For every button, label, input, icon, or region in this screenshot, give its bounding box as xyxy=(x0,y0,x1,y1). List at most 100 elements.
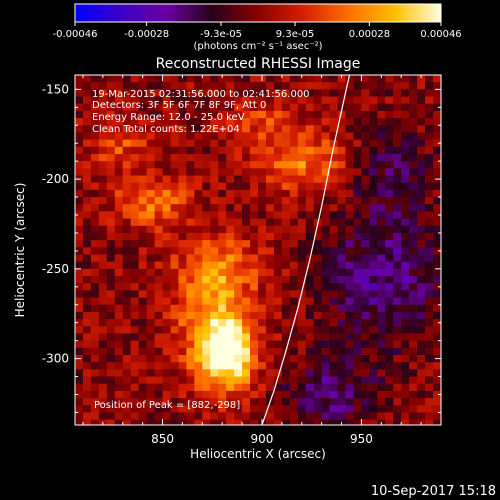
heatmap-cell xyxy=(321,304,331,313)
heatmap-cell xyxy=(265,175,275,184)
heatmap-cell xyxy=(194,254,203,263)
heatmap-cell xyxy=(75,110,84,119)
heatmap-cell xyxy=(75,197,84,205)
heatmap-cell xyxy=(401,146,410,155)
heatmap-cell xyxy=(242,247,251,256)
heatmap-cell xyxy=(154,254,164,263)
heatmap-cell xyxy=(154,240,164,248)
heatmap-cell xyxy=(273,110,283,119)
heatmap-cell xyxy=(385,333,394,342)
heatmap-cell xyxy=(114,182,124,191)
heatmap-cell xyxy=(170,390,180,399)
heatmap-cell xyxy=(106,340,116,349)
heatmap-cell xyxy=(273,319,283,327)
heatmap-cell xyxy=(170,125,180,134)
heatmap-cell xyxy=(305,390,315,399)
heatmap-cell xyxy=(170,197,180,205)
heatmap-cell xyxy=(385,182,394,191)
heatmap-cell xyxy=(305,398,315,406)
heatmap-cell xyxy=(361,89,370,98)
heatmap-cell xyxy=(361,319,370,327)
heatmap-cell xyxy=(130,261,140,270)
heatmap-cell xyxy=(273,326,283,335)
heatmap-cell xyxy=(433,189,441,198)
heatmap-cell xyxy=(297,376,307,385)
heatmap-cell xyxy=(75,419,84,425)
heatmap-cell xyxy=(170,362,180,370)
heatmap-cell xyxy=(401,412,410,421)
heatmap-cell xyxy=(114,390,124,399)
heatmap-cell xyxy=(194,211,203,220)
heatmap-cell xyxy=(194,333,203,342)
heatmap-cell xyxy=(234,118,243,126)
heatmap-cell xyxy=(369,283,378,291)
heatmap-cell xyxy=(353,390,363,399)
heatmap-cell xyxy=(186,197,195,205)
heatmap-cell xyxy=(154,419,164,425)
heatmap-cell xyxy=(305,103,315,112)
heatmap-cell xyxy=(297,326,307,335)
heatmap-cell xyxy=(242,268,251,277)
heatmap-cell xyxy=(218,103,227,112)
heatmap-cell xyxy=(234,405,243,414)
heatmap-cell xyxy=(329,419,339,425)
heatmap-cell xyxy=(226,276,235,284)
heatmap-cell xyxy=(162,347,172,356)
heatmap-cell xyxy=(218,355,227,363)
heatmap-cell xyxy=(258,276,267,284)
heatmap-cell xyxy=(258,383,267,392)
heatmap-cell xyxy=(122,319,132,327)
heatmap-cell xyxy=(242,362,251,370)
heatmap-cell xyxy=(234,146,243,155)
heatmap-cell xyxy=(138,232,148,241)
heatmap-cell xyxy=(305,261,315,270)
heatmap-cell xyxy=(138,261,148,270)
heatmap-cell xyxy=(226,75,235,83)
heatmap-cell xyxy=(393,103,402,112)
heatmap-cell xyxy=(393,254,402,263)
heatmap-cell xyxy=(321,333,331,342)
heatmap-cell xyxy=(361,304,370,313)
heatmap-cell xyxy=(281,268,291,277)
heatmap-cell xyxy=(297,225,307,234)
heatmap-cell xyxy=(369,405,378,414)
heatmap-cell xyxy=(401,419,410,425)
heatmap-cell xyxy=(297,139,307,148)
heatmap-cell xyxy=(138,168,148,177)
heatmap-cell xyxy=(353,333,363,342)
heatmap-cell xyxy=(186,204,195,213)
heatmap-cell xyxy=(82,168,92,177)
heatmap-cell xyxy=(122,261,132,270)
heatmap-cell xyxy=(106,139,116,148)
heatmap-cell xyxy=(75,347,84,356)
heatmap-cell xyxy=(258,232,267,241)
heatmap-cell xyxy=(265,82,275,90)
heatmap-cell xyxy=(250,211,259,220)
heatmap-cell xyxy=(106,362,116,370)
heatmap-cell xyxy=(393,211,402,220)
heatmap-cell xyxy=(385,225,394,234)
heatmap-cell xyxy=(377,168,386,177)
heatmap-cell xyxy=(433,261,441,270)
heatmap-cell xyxy=(361,297,370,306)
heatmap-cell xyxy=(329,161,339,169)
heatmap-cell xyxy=(242,225,251,234)
heatmap-cell xyxy=(265,383,275,392)
heatmap-cell xyxy=(417,355,426,363)
heatmap-cell xyxy=(210,168,219,177)
heatmap-cell xyxy=(146,247,156,256)
heatmap-cell xyxy=(305,340,315,349)
heatmap-cell xyxy=(170,168,180,177)
heatmap-cell xyxy=(265,261,275,270)
heatmap-cell xyxy=(154,96,164,105)
heatmap-cell xyxy=(114,89,124,98)
heatmap-cell xyxy=(82,175,92,184)
heatmap-cell xyxy=(114,254,124,263)
heatmap-cell xyxy=(202,283,211,291)
heatmap-cell xyxy=(409,398,418,406)
heatmap-cell xyxy=(289,247,299,256)
heatmap-cell xyxy=(289,383,299,392)
heatmap-cell xyxy=(106,247,116,256)
heatmap-cell xyxy=(425,89,434,98)
heatmap-cell xyxy=(289,369,299,378)
